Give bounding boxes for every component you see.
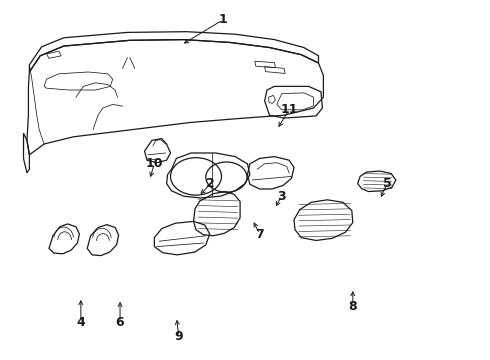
Text: 1: 1 [219,13,227,26]
Text: 8: 8 [348,300,357,312]
Text: 9: 9 [174,330,183,343]
Text: 10: 10 [146,157,163,170]
Text: 4: 4 [76,316,85,329]
Text: 5: 5 [383,177,392,190]
Text: 3: 3 [277,190,286,203]
Text: 7: 7 [255,228,264,240]
Text: 11: 11 [280,103,298,116]
Text: 2: 2 [206,177,215,190]
Text: 6: 6 [116,316,124,329]
